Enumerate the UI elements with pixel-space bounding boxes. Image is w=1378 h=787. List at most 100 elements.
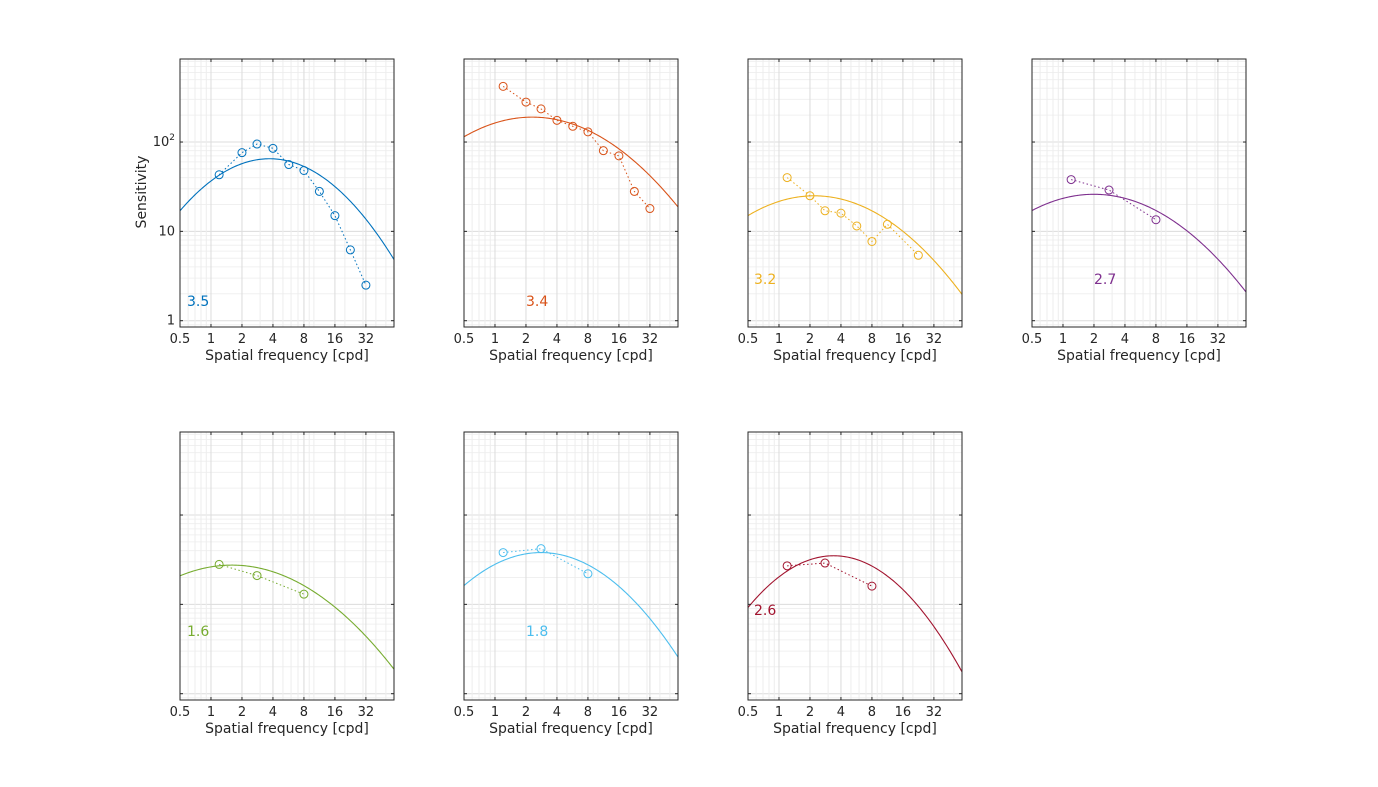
series-group [748,173,962,295]
grid [179,59,394,327]
x-tick-label: 4 [269,332,277,347]
x-axis-title: Spatial frequency [cpd] [773,721,937,737]
x-tick-label: 32 [1210,332,1227,347]
panel-value-label: 3.4 [526,294,548,310]
x-tick-label: 0.5 [738,332,759,347]
x-tick-label: 16 [327,332,344,347]
data-point [521,97,531,107]
panel-value-label: 1.8 [526,624,548,640]
plot-area [748,59,962,327]
data-point [214,170,224,180]
series-group [464,544,678,658]
y-tick-label: 1 [167,314,175,329]
data-point [867,581,877,591]
panel-value-label: 1.6 [187,624,209,640]
x-tick-label: 32 [926,332,943,347]
data-point [820,206,830,216]
x-tick-label: 16 [895,705,912,720]
y-tick-label: 10 [158,224,175,239]
axes-frame [179,58,395,328]
data-point [836,208,846,218]
fit-curve [464,116,678,208]
fit-curve [748,555,962,673]
data-point [913,250,923,260]
x-tick-label: 8 [584,332,592,347]
data-point [284,160,294,170]
data-point [252,139,262,149]
grid [179,432,394,700]
x-axis-title: Spatial frequency [cpd] [1057,348,1221,364]
series-group [748,555,962,673]
x-tick-label: 8 [1152,332,1160,347]
y-axis-title: Sensitivity [134,156,150,229]
x-tick-label: 16 [611,332,628,347]
data-point [645,204,655,214]
data-point [498,81,508,91]
data-point [1066,175,1076,185]
x-tick-label: 16 [895,332,912,347]
axes-frame [179,431,395,701]
data-point [330,211,340,221]
x-tick-label: 2 [806,332,814,347]
data-point [214,559,224,569]
data-point [536,104,546,114]
x-tick-label: 1 [207,705,215,720]
x-tick-label: 16 [611,705,628,720]
x-tick-label: 0.5 [454,332,475,347]
x-tick-label: 4 [1121,332,1129,347]
data-point [299,589,309,599]
measured-line [503,548,589,575]
x-axis-title: Spatial frequency [cpd] [205,721,369,737]
data-point [782,173,792,183]
data-point [852,221,862,231]
data-point [1104,185,1114,195]
series-group [180,139,394,290]
panel-value-label: 2.7 [1094,272,1116,288]
x-tick-label: 1 [207,332,215,347]
x-tick-label: 16 [327,705,344,720]
x-tick-label: 8 [868,332,876,347]
data-point [498,548,508,558]
measured-line [218,563,305,595]
x-tick-label: 4 [837,332,845,347]
axes-frame [463,58,679,328]
x-tick-label: 2 [806,705,814,720]
data-point [805,191,815,201]
plot-area [464,59,678,327]
plot-area [1032,59,1246,327]
data-point [598,146,608,156]
x-axis-title: Spatial frequency [cpd] [489,348,653,364]
data-point [629,186,639,196]
x-tick-label: 8 [868,705,876,720]
x-tick-label: 2 [1090,332,1098,347]
axes-frame [747,431,963,701]
data-point [536,544,546,554]
x-tick-label: 8 [584,705,592,720]
x-tick-label: 4 [553,332,561,347]
series-group [180,559,394,670]
plot-area [748,432,962,700]
x-tick-label: 1 [491,705,499,720]
data-point [782,561,792,571]
x-tick-label: 32 [642,705,659,720]
x-axis-title: Spatial frequency [cpd] [489,721,653,737]
data-point [882,219,892,229]
x-tick-label: 1 [491,332,499,347]
data-point [583,127,593,137]
x-tick-label: 32 [642,332,659,347]
fit-curve [748,195,962,295]
fit-curve [1032,193,1246,293]
x-tick-label: 8 [300,705,308,720]
data-point [1151,215,1161,225]
axes-frame [1031,58,1247,328]
panels: 0.5 1 2 4 8 16 32 1 10 102 Spatial frequency [cpd]… [153,58,1247,737]
x-tick-label: 4 [269,705,277,720]
x-tick-label: 0.5 [170,332,191,347]
grid [747,432,962,700]
